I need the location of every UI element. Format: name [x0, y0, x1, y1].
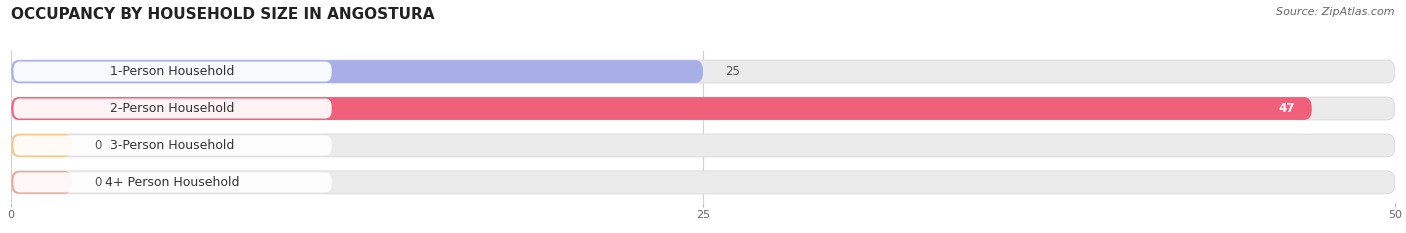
Text: 2-Person Household: 2-Person Household — [111, 102, 235, 115]
FancyBboxPatch shape — [11, 134, 1395, 157]
FancyBboxPatch shape — [11, 60, 1395, 83]
FancyBboxPatch shape — [14, 135, 332, 155]
FancyBboxPatch shape — [14, 62, 332, 82]
Text: 1-Person Household: 1-Person Household — [111, 65, 235, 78]
Text: 4+ Person Household: 4+ Person Household — [105, 176, 240, 189]
Text: OCCUPANCY BY HOUSEHOLD SIZE IN ANGOSTURA: OCCUPANCY BY HOUSEHOLD SIZE IN ANGOSTURA — [11, 7, 434, 22]
FancyBboxPatch shape — [11, 97, 1395, 120]
Text: Source: ZipAtlas.com: Source: ZipAtlas.com — [1277, 7, 1395, 17]
FancyBboxPatch shape — [11, 134, 72, 157]
Text: 0: 0 — [94, 176, 101, 189]
FancyBboxPatch shape — [11, 97, 1312, 120]
FancyBboxPatch shape — [11, 60, 703, 83]
Text: 47: 47 — [1279, 102, 1295, 115]
FancyBboxPatch shape — [14, 172, 332, 192]
FancyBboxPatch shape — [11, 171, 72, 194]
FancyBboxPatch shape — [11, 171, 1395, 194]
Text: 25: 25 — [725, 65, 740, 78]
Text: 0: 0 — [94, 139, 101, 152]
Text: 3-Person Household: 3-Person Household — [111, 139, 235, 152]
FancyBboxPatch shape — [14, 99, 332, 119]
